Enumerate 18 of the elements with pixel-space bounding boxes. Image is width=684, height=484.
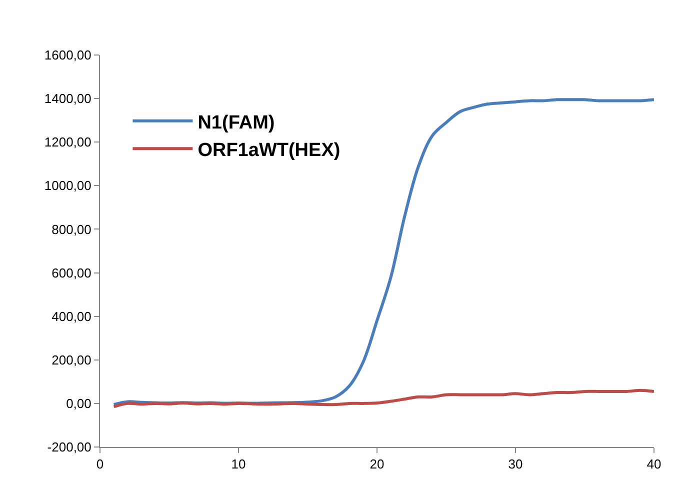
y-tick-label: 400,00 (52, 308, 92, 324)
y-tick-label: 1200,00 (44, 134, 92, 150)
y-tick-label: 0,00 (66, 396, 92, 411)
y-tick-label: 1400,00 (44, 91, 92, 106)
y-tick-label: 1000,00 (44, 178, 92, 194)
x-tick-label: 10 (231, 456, 246, 472)
y-tick-label: -200,00 (47, 440, 92, 455)
y-tick-label: 800,00 (52, 222, 92, 237)
x-tick-label: 30 (508, 456, 523, 472)
line-series (112, 388, 654, 408)
y-tick-label: 200,00 (52, 352, 92, 368)
x-tick-label: 20 (370, 456, 384, 472)
legend-label: N1(FAM) (198, 112, 275, 134)
x-tick-label: 0 (96, 456, 104, 472)
y-tick-label: 600,00 (52, 265, 92, 280)
y-tick-label: 1600,00 (44, 48, 92, 63)
x-tick-label: 40 (646, 456, 662, 472)
legend-label: ORF1aWT(HEX) (198, 140, 340, 161)
